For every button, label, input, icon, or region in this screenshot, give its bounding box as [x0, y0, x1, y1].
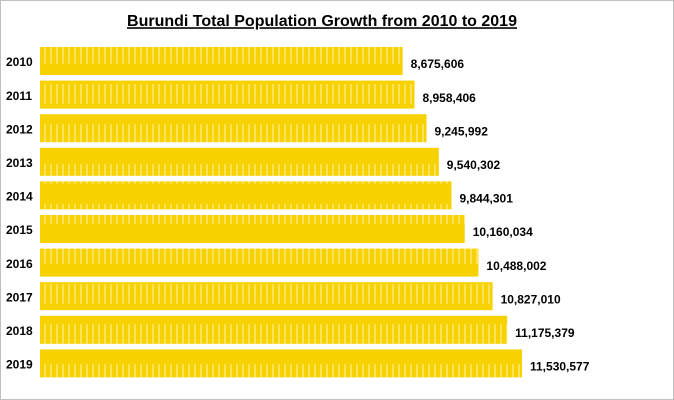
bar	[40, 248, 479, 277]
bar	[40, 80, 415, 109]
value-label: 11,530,577	[530, 360, 590, 374]
value-label: 11,175,379	[515, 326, 575, 340]
value-label: 8,958,406	[422, 91, 476, 105]
bar	[40, 114, 427, 143]
bar	[40, 147, 439, 176]
bar	[40, 181, 452, 210]
bar	[40, 47, 403, 75]
value-label: 10,160,034	[473, 225, 533, 239]
value-label: 9,245,992	[435, 124, 489, 138]
value-label: 9,540,302	[447, 158, 501, 172]
y-tick-label: 2013	[6, 156, 33, 170]
y-tick-label: 2015	[6, 223, 33, 237]
value-label: 10,488,002	[486, 259, 546, 273]
y-tick-label: 2018	[6, 324, 33, 338]
bar	[40, 315, 508, 344]
y-tick-label: 2017	[6, 290, 33, 304]
bar	[40, 282, 493, 311]
value-label: 10,827,010	[501, 292, 561, 306]
bar	[40, 349, 522, 378]
y-tick-label: 2010	[6, 55, 33, 69]
y-tick-label: 2019	[6, 358, 33, 372]
chart-title: Burundi Total Population Growth from 201…	[127, 13, 517, 30]
value-label: 9,844,301	[460, 192, 514, 206]
bar	[40, 215, 465, 243]
y-tick-label: 2016	[6, 257, 33, 271]
y-tick-label: 2012	[6, 122, 33, 136]
value-label: 8,675,606	[411, 57, 465, 71]
y-tick-label: 2011	[6, 89, 32, 103]
y-tick-label: 2014	[6, 190, 33, 204]
